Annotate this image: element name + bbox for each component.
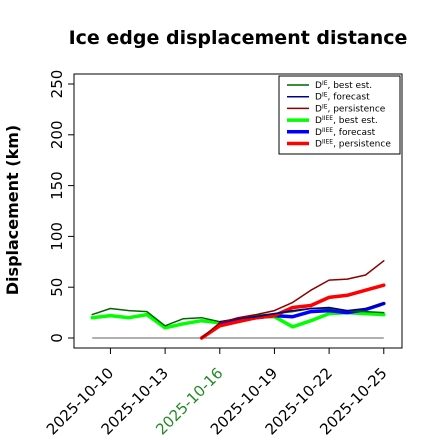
series-line-d-iiee-persistence <box>199 283 386 340</box>
legend-entry: DIIEE, persistence <box>315 139 391 150</box>
y-tick-label: 200 <box>48 120 66 149</box>
legend-entry: DIIEE, best est. <box>315 115 378 126</box>
y-tick-label: 250 <box>48 70 66 99</box>
chart-title: Ice edge displacement distance <box>69 27 408 49</box>
legend-entry: DIE, persistence <box>315 103 386 114</box>
y-axis: 0 50 100 150 200 250 <box>48 70 75 343</box>
y-axis-label: Displacement (km) <box>3 125 22 295</box>
series-line-d-ie-forecast <box>219 302 385 323</box>
y-tick-label: 100 <box>48 222 66 251</box>
legend-box <box>278 75 401 155</box>
x-axis: 2025-10-102025-10-132025-10-162025-10-19… <box>43 347 391 438</box>
y-tick-label: 0 <box>48 333 66 343</box>
y-tick-label: 150 <box>48 171 66 200</box>
plot-area <box>90 260 386 340</box>
legend-entry: DIIEE, forecast <box>315 127 376 138</box>
series-line-d-ie-persistence <box>200 260 385 339</box>
legend-entry: DIE, forecast <box>315 92 370 103</box>
y-tick-label: 50 <box>48 278 66 297</box>
legend-entry: DIE, best est. <box>315 80 372 91</box>
